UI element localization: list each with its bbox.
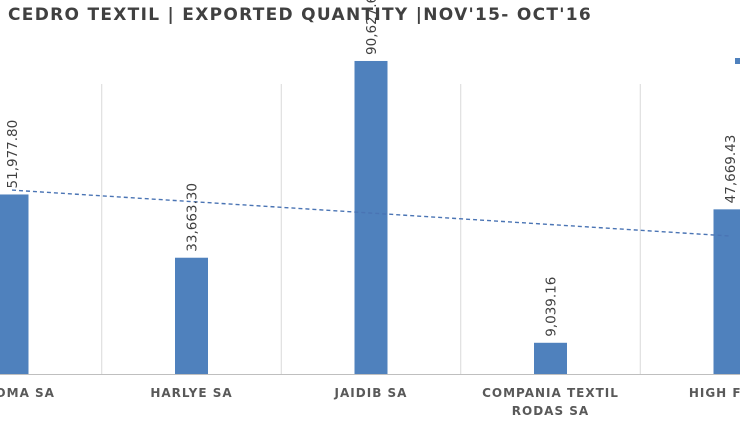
bar (175, 257, 208, 374)
x-tick-label-line: HIGH FASH (689, 386, 740, 400)
chart-title: CEDRO TEXTIL | EXPORTED QUANTITY |NOV'15… (8, 5, 593, 25)
bar (713, 209, 740, 374)
x-tick-label-line: RODAS SA (512, 404, 589, 418)
data-label: 90,627.69 (364, 0, 380, 55)
x-tick-label-line: COMPANIA TEXTIL (482, 386, 619, 400)
bars (0, 60, 740, 375)
x-axis-labels: D ROMA SA HARLYE SA JAIDIB SA COMPANIA TEXT… (0, 386, 740, 418)
bar (354, 60, 388, 375)
x-tick-label: HIGH FASH (689, 386, 740, 400)
trendline (11, 189, 731, 237)
data-label: 33,663.30 (185, 183, 201, 252)
gridlines (101, 84, 641, 374)
bar (534, 342, 567, 374)
data-label: 51,977.80 (5, 120, 21, 189)
x-tick-label: D ROMA SA (0, 386, 55, 400)
legend (735, 58, 740, 64)
x-tick-label-line: JAIDIB SA (334, 386, 408, 400)
x-tick-label-line: HARLYE SA (150, 386, 232, 400)
x-tick-label-line: D ROMA SA (0, 386, 55, 400)
x-tick-label: JAIDIB SA (334, 386, 408, 400)
legend-key (735, 58, 740, 64)
data-label: 9,039.16 (544, 277, 560, 337)
data-labels: 51,977.80 33,663.30 90,627.69 9,039.16 47,66… (5, 0, 739, 337)
bar (0, 194, 29, 374)
data-label: 47,669.43 (723, 135, 739, 204)
trendline-group (11, 189, 731, 237)
x-tick-label: COMPANIA TEXTIL RODAS SA (482, 386, 619, 418)
x-tick-label: HARLYE SA (150, 386, 232, 400)
